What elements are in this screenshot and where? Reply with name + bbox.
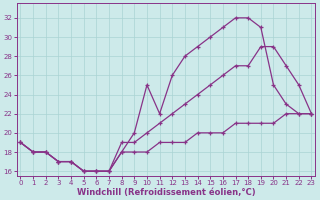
X-axis label: Windchill (Refroidissement éolien,°C): Windchill (Refroidissement éolien,°C) <box>76 188 255 197</box>
